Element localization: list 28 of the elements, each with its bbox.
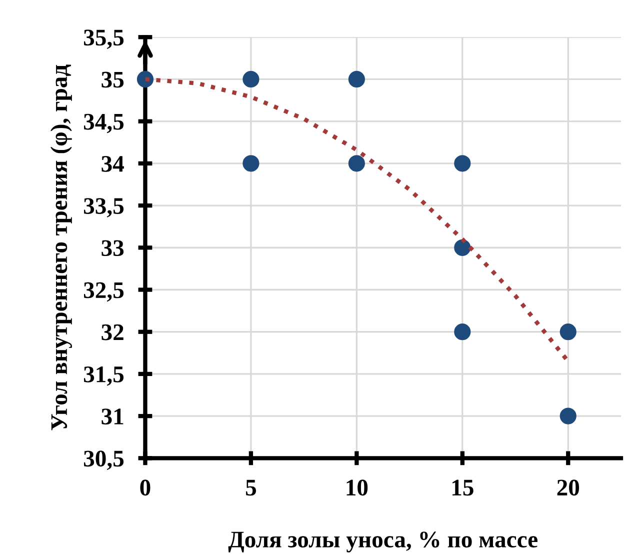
point <box>242 155 260 172</box>
y-tick-label: 34 <box>102 156 124 172</box>
point <box>454 239 471 256</box>
x-tick-label: 15 <box>452 480 474 496</box>
point <box>136 70 154 88</box>
point <box>454 324 471 340</box>
y-tick-label: 34,5 <box>84 114 124 134</box>
point <box>242 70 260 88</box>
x-tick-label: 20 <box>557 480 580 496</box>
y-tick-label: 30,5 <box>84 450 124 470</box>
point <box>348 155 365 172</box>
y-tick-label: 35 <box>102 72 124 88</box>
y-tick-label: 31 <box>102 408 124 424</box>
x-axis-title: Доля золы уноса, % по массе <box>228 532 538 552</box>
x-tick-label: 0 <box>140 480 150 496</box>
x-tick-label: 5 <box>246 480 256 496</box>
point <box>348 70 365 88</box>
y-tick-label: 31,5 <box>84 366 124 386</box>
y-tick-label: 32 <box>102 324 124 340</box>
y-axis-title: Угол внутреннего трения (φ), град <box>50 64 72 430</box>
y-tick-label: 33,5 <box>84 198 124 218</box>
y-tick-label: 35,5 <box>84 30 124 49</box>
point <box>454 155 471 172</box>
point <box>560 324 576 340</box>
x-tick-label: 10 <box>346 480 368 496</box>
y-tick-label: 33 <box>102 240 124 256</box>
point <box>560 408 576 424</box>
y-tick-label: 32,5 <box>84 282 124 302</box>
